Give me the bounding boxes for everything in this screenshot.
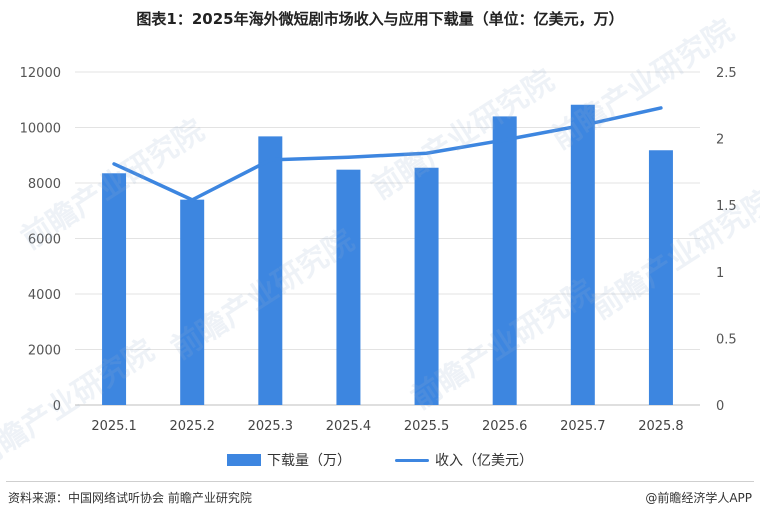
x-tick-label: 2025.5 bbox=[404, 419, 450, 434]
bar bbox=[570, 104, 595, 406]
y-right-tick-label: 1.5 bbox=[716, 199, 737, 214]
y-right-tick-label: 0.5 bbox=[716, 332, 737, 347]
x-tick-label: 2025.1 bbox=[91, 419, 137, 434]
y-right-tick-label: 1 bbox=[716, 266, 724, 281]
bar bbox=[336, 169, 361, 405]
chart-title: 图表1：2025年海外微短剧市场收入与应用下载量（单位：亿美元，万） bbox=[136, 10, 624, 28]
footer-divider bbox=[6, 481, 754, 482]
bar bbox=[414, 167, 439, 405]
y-left-tick-label: 6000 bbox=[28, 233, 61, 248]
legend-swatch-line bbox=[395, 458, 429, 462]
bar bbox=[180, 199, 205, 405]
y-right-tick-label: 2.5 bbox=[716, 66, 737, 81]
x-tick-label: 2025.7 bbox=[560, 419, 606, 434]
y-left-tick-label: 4000 bbox=[28, 288, 61, 303]
legend-swatch-bar bbox=[227, 454, 261, 466]
y-left-tick-label: 0 bbox=[53, 399, 61, 414]
legend-label-downloads: 下载量（万） bbox=[267, 453, 351, 469]
bar bbox=[492, 116, 517, 406]
legend-item-revenue[interactable]: 收入（亿美元） bbox=[395, 450, 533, 470]
x-tick-label: 2025.8 bbox=[638, 419, 684, 434]
bar bbox=[258, 136, 283, 405]
y-left-tick-label: 12000 bbox=[20, 66, 61, 81]
source-note: 资料来源：中国网络试听协会 前瞻产业研究院 bbox=[8, 491, 252, 505]
bar bbox=[102, 173, 127, 405]
x-tick-label: 2025.2 bbox=[169, 419, 215, 434]
brand-credit: @前瞻经济学人APP bbox=[645, 491, 752, 505]
x-tick-label: 2025.6 bbox=[482, 419, 528, 434]
legend-item-downloads[interactable]: 下载量（万） bbox=[227, 450, 351, 470]
legend-label-revenue: 收入（亿美元） bbox=[435, 453, 533, 469]
watermark: 前瞻产业研究院 bbox=[545, 13, 740, 157]
y-left-tick-label: 8000 bbox=[28, 177, 61, 192]
y-left-tick-label: 10000 bbox=[20, 122, 61, 137]
chart-legend: 下载量（万） 收入（亿美元） bbox=[0, 450, 760, 470]
bar bbox=[648, 150, 673, 405]
series-line-revenue bbox=[112, 106, 663, 202]
y-right-tick-label: 0 bbox=[716, 399, 724, 414]
x-tick-label: 2025.4 bbox=[326, 419, 372, 434]
y-left-tick-label: 2000 bbox=[28, 344, 61, 359]
y-right-tick-label: 2 bbox=[716, 133, 724, 148]
x-tick-label: 2025.3 bbox=[248, 419, 294, 434]
